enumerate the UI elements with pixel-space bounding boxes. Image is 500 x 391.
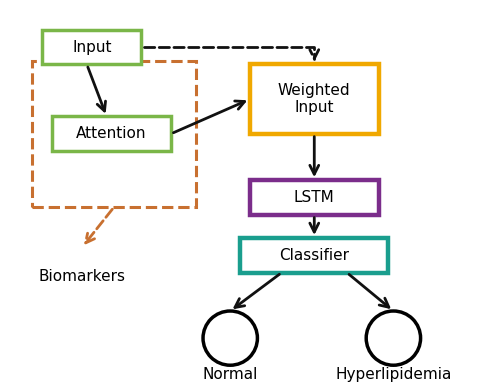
Bar: [32, 61, 196, 207]
Bar: [250, 180, 378, 215]
Bar: [52, 117, 171, 151]
Text: Classifier: Classifier: [280, 248, 349, 263]
Bar: [240, 238, 388, 273]
Bar: [250, 65, 378, 134]
Bar: [42, 30, 141, 65]
Text: Normal: Normal: [202, 367, 258, 382]
Text: Input: Input: [72, 39, 112, 55]
Text: Hyperlipidemia: Hyperlipidemia: [335, 367, 452, 382]
Text: LSTM: LSTM: [294, 190, 335, 205]
Text: Biomarkers: Biomarkers: [38, 269, 126, 284]
Text: Weighted
Input: Weighted Input: [278, 83, 350, 115]
Text: Attention: Attention: [76, 126, 147, 141]
